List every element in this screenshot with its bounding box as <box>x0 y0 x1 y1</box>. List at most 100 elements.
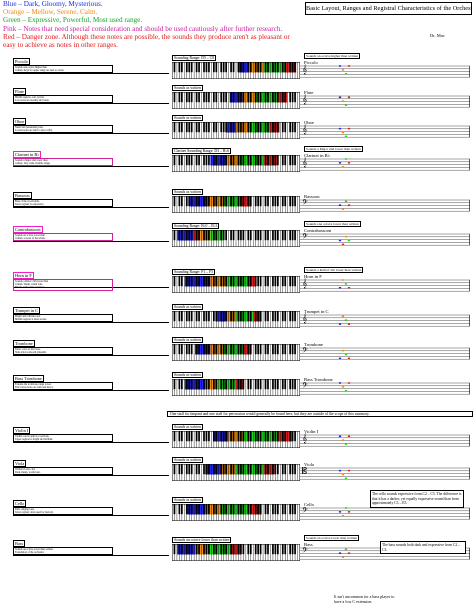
black-key <box>259 544 262 555</box>
black-key <box>203 196 205 207</box>
black-key <box>289 196 292 207</box>
black-key <box>205 504 208 515</box>
range-note <box>347 65 351 67</box>
black-key <box>254 196 257 207</box>
black-key <box>212 504 215 515</box>
black-key <box>257 155 260 166</box>
black-key <box>178 544 181 555</box>
description-line: Rich, singing tone. <box>15 508 35 511</box>
black-key <box>212 122 215 133</box>
instrument-description: Bass of the woodwinds. Tenor register is … <box>13 199 113 208</box>
instrument-label: Clarinet in B♭ <box>13 151 42 158</box>
black-key <box>284 155 287 166</box>
black-key <box>232 379 235 390</box>
black-key <box>198 155 200 166</box>
staff-instrument-label: Clarinet in B♭ <box>304 153 330 158</box>
black-key <box>220 92 223 103</box>
black-key <box>257 311 260 322</box>
black-key <box>294 464 296 475</box>
range-segment-orange <box>205 379 219 390</box>
black-key <box>281 311 284 322</box>
staff <box>300 382 470 395</box>
black-key <box>215 62 218 73</box>
range-keyboard <box>172 544 300 561</box>
black-key <box>240 196 242 207</box>
label-rule <box>13 103 169 104</box>
black-key <box>232 464 235 475</box>
black-key <box>215 122 218 133</box>
black-key <box>259 344 262 355</box>
range-note <box>347 382 351 384</box>
black-key <box>222 276 225 287</box>
range-note <box>347 162 351 164</box>
black-key <box>264 155 267 166</box>
black-key <box>230 504 232 515</box>
range-note <box>347 357 351 360</box>
black-key <box>185 504 188 515</box>
staff <box>300 434 470 447</box>
black-key <box>208 276 210 287</box>
black-key <box>208 544 210 555</box>
black-key <box>203 379 205 390</box>
range-segment-orange <box>205 504 221 515</box>
black-key <box>205 311 208 322</box>
staff-instrument-label: Oboe <box>304 120 314 125</box>
keyboard-range-title: Sounding Range: F1 – F5 <box>172 269 216 276</box>
range-note <box>338 511 342 513</box>
black-key <box>212 62 215 73</box>
range-keyboard <box>172 62 300 79</box>
staff-instrument-label: Viola <box>304 462 314 467</box>
black-key <box>185 276 188 287</box>
black-key <box>281 544 284 555</box>
keyboard-range-title: Sounds an octave lower than written <box>172 537 232 544</box>
instrument-description: Sounds one octave higher than written. Ke… <box>13 65 113 74</box>
black-key <box>220 544 223 555</box>
black-key <box>178 62 181 73</box>
black-key <box>281 196 284 207</box>
black-key <box>215 504 218 515</box>
description-line: written. Warm, round tone. <box>15 283 43 287</box>
black-key <box>267 431 269 442</box>
black-key <box>188 155 191 166</box>
black-key <box>198 544 200 555</box>
black-key <box>180 504 183 515</box>
black-key <box>257 230 260 241</box>
black-key <box>173 504 176 515</box>
instrument-description: Sounds an octave lower than written. Foun… <box>13 547 113 556</box>
black-key <box>203 464 205 475</box>
range-note <box>341 473 345 476</box>
black-key <box>237 230 240 241</box>
black-key <box>291 344 294 355</box>
range-note <box>344 283 348 285</box>
black-key <box>225 62 228 73</box>
instrument-description: Written in alto clef. Dark, husky, warm t… <box>13 467 113 476</box>
black-key <box>294 276 296 287</box>
black-key <box>249 155 252 166</box>
instrument-label: Contrabassoon <box>13 226 43 233</box>
black-key <box>185 196 188 207</box>
label-rule <box>13 166 169 167</box>
black-key <box>212 276 215 287</box>
black-key <box>249 196 252 207</box>
black-key <box>215 344 218 355</box>
black-key <box>230 431 232 442</box>
black-key <box>190 544 193 555</box>
range-note <box>338 96 342 99</box>
black-key <box>257 344 260 355</box>
black-key <box>254 311 257 322</box>
instrument-description: Violins can be split in 2 sections. Upper… <box>13 434 113 443</box>
transposition-note: Sounds a Perfect 5th lower than written <box>304 267 364 273</box>
black-key <box>225 431 228 442</box>
black-key <box>242 122 245 133</box>
black-key <box>190 92 193 103</box>
black-key <box>242 431 245 442</box>
black-key <box>259 122 262 133</box>
black-key <box>240 504 242 515</box>
range-note <box>344 353 348 356</box>
black-key <box>215 230 218 241</box>
black-key <box>185 544 188 555</box>
black-key <box>257 431 260 442</box>
black-key <box>240 344 242 355</box>
black-key <box>247 544 250 555</box>
black-key <box>173 276 176 287</box>
